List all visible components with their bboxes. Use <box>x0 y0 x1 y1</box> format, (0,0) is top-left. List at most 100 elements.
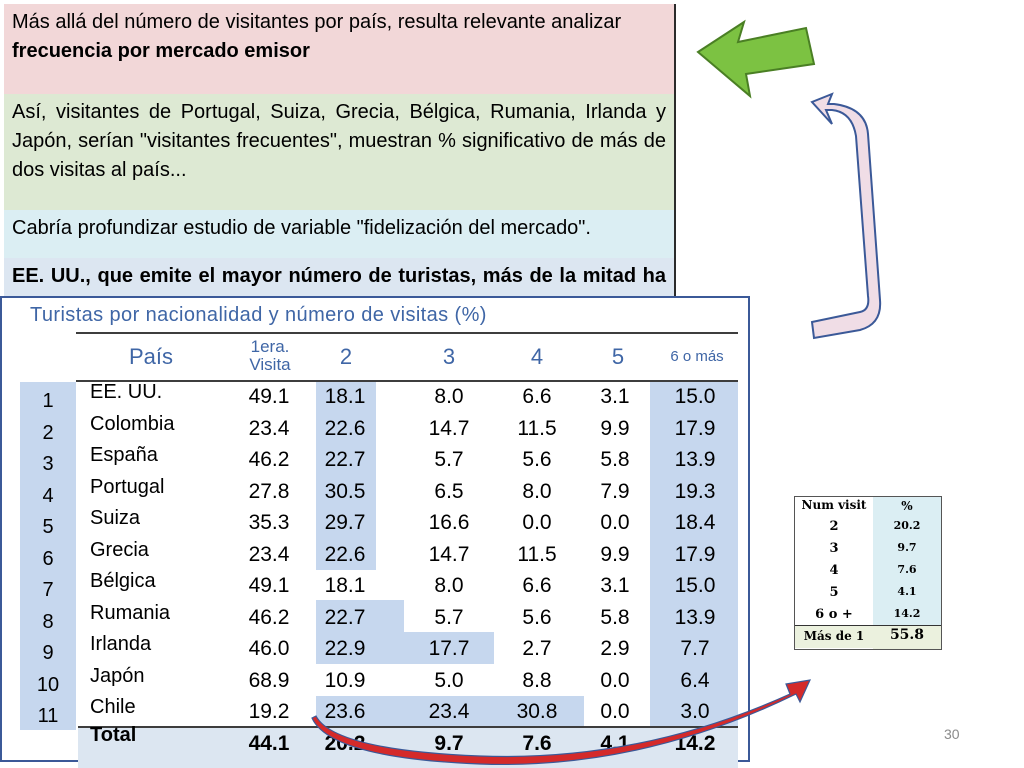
summary-row-value: 4.1 <box>873 581 941 603</box>
summary-row: 4 7.6 <box>795 559 941 581</box>
table-cell-v5: 9.9 <box>600 542 630 566</box>
table-cell-v2: 18.1 <box>324 574 366 597</box>
rank-number: 4 <box>42 484 54 507</box>
header-4: 4 <box>530 344 544 369</box>
table-cell-v4: 6.6 <box>522 574 552 597</box>
country-name: España <box>90 444 158 466</box>
country-name: Chile <box>90 696 136 718</box>
table-cell-v4: 0.0 <box>522 511 552 534</box>
col2-shade <box>316 382 376 570</box>
header-3: 3 <box>442 344 456 369</box>
summary-row-label: 4 <box>829 563 839 578</box>
table-cell-v3: 17.7 <box>428 637 470 660</box>
country-name: Bélgica <box>90 570 156 592</box>
summary-header-value: % <box>873 497 941 515</box>
table-cell-v6: 17.9 <box>674 542 716 566</box>
rank-number: 5 <box>42 516 54 538</box>
table-cell-v1: 19.2 <box>248 700 290 723</box>
curved-red-arrow-icon <box>311 679 812 766</box>
header-pais: País <box>128 344 174 369</box>
table-cell-v5: 3.1 <box>600 574 630 597</box>
table-cell-v2: 10.9 <box>324 668 366 692</box>
table-cell-v5: 0.0 <box>600 700 630 723</box>
header-6-or-more: 6 o más <box>670 348 724 365</box>
rank-number: 8 <box>42 610 54 633</box>
summary-row-value: 9.7 <box>873 537 941 559</box>
paragraph-frequency-line1: Más allá del número de visitantes por pa… <box>12 11 622 33</box>
table-cell-v2: 29.7 <box>324 511 366 534</box>
table-cell-v1: 46.0 <box>248 637 290 660</box>
table-cell-v3: 16.6 <box>428 511 470 534</box>
title-divider <box>76 332 738 334</box>
summary-row-label: 5 <box>829 585 839 600</box>
chile-shade <box>316 696 584 728</box>
table-cell-v6: 15.0 <box>674 574 716 597</box>
col6-shade-top <box>650 382 738 570</box>
table-cell-v2: 22.7 <box>324 448 366 471</box>
total-label: Total <box>90 724 137 746</box>
table-cell-v3: 23.4 <box>428 700 470 723</box>
table-cell-v2: 22.6 <box>324 542 366 566</box>
country-name: Colombia <box>90 412 175 435</box>
paragraph-frequency-line2: frecuencia por mercado emisor <box>12 40 310 62</box>
rank-number: 1 <box>42 390 54 412</box>
summary-row: 3 9.7 <box>795 537 941 559</box>
rank-number: 7 <box>42 579 54 601</box>
table-cell-v4: 2.7 <box>522 637 552 660</box>
table-cell-v5: 9.9 <box>600 416 630 440</box>
page-number: 30 <box>944 726 960 742</box>
table-cell-v6: 19.3 <box>674 479 716 503</box>
table-cell-v3: 8.0 <box>434 385 464 408</box>
table-cell-v4: 8.8 <box>522 668 552 692</box>
table-cell-v1: 68.9 <box>248 668 290 692</box>
table-cell-v4: 11.5 <box>517 542 557 566</box>
summary-row: 5 4.1 <box>795 581 941 603</box>
table-cell-v1: 27.8 <box>248 479 290 503</box>
table-cell-v5: 2.9 <box>600 637 630 660</box>
summary-row: 6 o + 14.2 <box>795 603 941 625</box>
paragraph-frequency: Más allá del número de visitantes por pa… <box>4 4 674 94</box>
table-cell-v5: 0.0 <box>600 511 630 534</box>
summary-row-label: 2 <box>829 519 839 534</box>
col6-shade-bottom <box>650 570 738 728</box>
header-5: 5 <box>611 344 625 369</box>
header-first-visit: 1era. Visita <box>232 338 308 374</box>
table-cell-v2: 18.1 <box>324 385 366 408</box>
summary-row-label: 3 <box>829 541 839 556</box>
table-cell-v2: 22.6 <box>324 416 366 440</box>
rank-number: 2 <box>42 421 54 444</box>
table-cell-v6: 3.0 <box>680 700 710 723</box>
table-cell-v6: 15.0 <box>674 385 716 408</box>
summary-total-value: 55.8 <box>873 627 941 649</box>
table-cell-v5: 0.0 <box>600 668 630 692</box>
table-cell-v3: 5.0 <box>434 668 464 692</box>
curved-up-arrow-icon <box>810 92 882 340</box>
summary-header-label: Num visit <box>801 498 867 512</box>
summary-row-value: 20.2 <box>873 515 941 537</box>
table-cell-v4: 30.8 <box>516 700 558 723</box>
header-2: 2 <box>339 344 353 369</box>
table-cell-v2: 30.5 <box>324 479 366 503</box>
table-cell-v4: 11.5 <box>517 416 557 440</box>
table-cell-v6: 18.4 <box>674 511 716 534</box>
total-v3: 9.7 <box>434 732 464 755</box>
rank-column-bg <box>20 382 76 730</box>
summary-row-value: 14.2 <box>873 603 941 625</box>
table-cell-v3: 5.7 <box>434 448 464 471</box>
table-cell-v1: 23.4 <box>248 416 290 440</box>
table-cell-v6: 13.9 <box>674 605 716 629</box>
table-cell-v4: 6.6 <box>522 385 552 408</box>
table-cell-v6: 7.7 <box>680 637 710 660</box>
country-name: Portugal <box>90 475 165 498</box>
rank-number: 9 <box>42 642 54 664</box>
country-name: Irlanda <box>90 633 152 655</box>
country-name: Japón <box>90 664 145 687</box>
summary-table: Num visit % 2 20.2 3 9.7 4 7.6 5 4.1 6 o +14.2 M… <box>794 496 942 650</box>
table-cell-v1: 49.1 <box>248 385 290 408</box>
summary-header-row: Num visit % <box>795 497 941 515</box>
country-name: EE. UU. <box>90 381 163 403</box>
table-cell-v3: 6.5 <box>434 479 464 503</box>
summary-total-row: Más de 1 55.8 <box>795 625 941 649</box>
table-cell-v6: 6.4 <box>680 668 710 692</box>
table-cell-v1: 49.1 <box>248 574 290 597</box>
